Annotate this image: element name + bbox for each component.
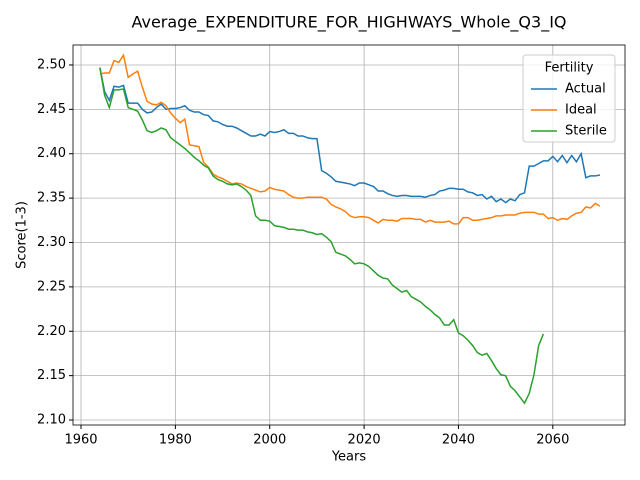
x-axis-label: Years: [331, 450, 367, 465]
legend-box: [522, 54, 616, 143]
legend-title: Fertility: [545, 61, 594, 76]
legend-label: Sterile: [565, 124, 607, 139]
y-tick-label: 2.10: [37, 413, 66, 428]
legend-label: Actual: [565, 82, 606, 97]
y-tick-label: 2.45: [37, 102, 66, 117]
y-tick-label: 2.35: [37, 191, 66, 206]
line-series: [99, 53, 601, 225]
legend-label: Ideal: [565, 103, 597, 118]
line-series: [99, 67, 545, 405]
y-tick-label: 2.25: [37, 279, 66, 294]
x-tick-label: 2040: [442, 433, 475, 448]
x-tick-label: 2000: [253, 433, 286, 448]
line-series: [99, 67, 601, 204]
y-tick-label: 2.20: [37, 324, 66, 339]
x-tick-label: 1960: [64, 433, 97, 448]
y-tick-label: 2.30: [37, 235, 66, 250]
x-tick-label: 2060: [536, 433, 569, 448]
x-tick-label: 2020: [348, 433, 381, 448]
plot-frame: [72, 44, 626, 426]
y-axis-label: Score(1-3): [15, 201, 30, 269]
y-tick-label: 2.40: [37, 146, 66, 161]
chart-title: Average_EXPENDITURE_FOR_HIGHWAYS_Whole_Q…: [131, 13, 566, 33]
x-tick-label: 1980: [159, 433, 192, 448]
legend: Fertility Actual Ideal Sterile: [522, 54, 616, 143]
y-tick-label: 2.15: [37, 368, 66, 383]
y-tick-label: 2.50: [37, 57, 66, 72]
